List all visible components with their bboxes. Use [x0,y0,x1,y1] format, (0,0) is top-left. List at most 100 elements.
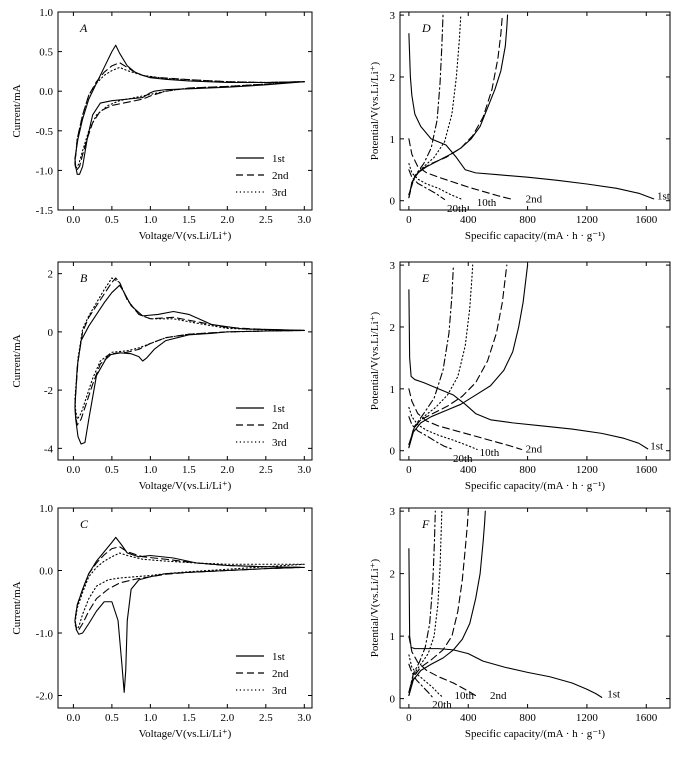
series-line-10th [408,510,443,693]
x-tick-label: 800 [519,214,536,226]
legend-label-2nd: 2nd [272,420,289,432]
series-line-1st [408,510,486,697]
cycle-label-2nd: 2nd [526,444,543,456]
x-tick-label: 800 [519,464,536,476]
series-line-2nd [408,138,514,201]
series-line-1st [408,33,655,200]
x-tick-label: 1200 [576,712,599,724]
y-axis-label: Potential/V(vs.Li/Li⁺) [369,558,381,657]
y-tick-label: -4 [44,443,54,455]
y-tick-label: 1.0 [39,7,53,19]
cycle-label-10th: 10th [480,447,500,459]
x-tick-label: 0.5 [105,712,119,724]
x-tick-label: 1.5 [182,214,196,226]
x-tick-label: 1200 [576,464,599,476]
panel-letter: A [79,21,88,35]
x-tick-label: 0.5 [105,464,119,476]
y-tick-label: -1.5 [36,205,54,217]
panel-a: 0.0 0.5 1.0 1.5 2.0 2.5 3.0 1.0 0.5 0.0 -0.5 -1.0 -1… [11,7,313,242]
legend-label-1st: 1st [272,153,285,165]
cycle-label-10th: 10th [454,690,474,702]
panel-b: 0.0 0.5 1.0 1.5 2.0 2.5 3.0 2 0 -2 -4 Voltage/V(vs.… [11,261,313,492]
series-line-2nd [408,388,523,451]
y-tick-label: 0 [390,694,396,706]
y-tick-label: 2 [390,72,396,84]
plot-frame [399,507,671,709]
cycle-label-2nd: 2nd [490,690,507,702]
x-tick-label: 2.0 [220,712,234,724]
legend-label-1st: 1st [272,651,285,663]
series-line-1st [408,289,649,450]
y-tick-label: -0.5 [36,126,54,138]
x-tick-label: 3.0 [297,712,311,724]
y-tick-label: 1 [390,134,396,146]
x-tick-label: 400 [460,214,477,226]
series-line-2nd [74,546,305,631]
cycle-label-2nd: 2nd [526,194,543,206]
series-line-3rd [74,552,305,631]
panel-c: 0.0 0.5 1.0 1.5 2.0 2.5 3.0 1.0 0.0 -1.0 -2.0 Volta… [11,503,313,740]
legend-label-3rd: 3rd [272,187,287,199]
y-tick-label: 1 [390,631,396,643]
y-axis-label: Potential/V(vs.Li/Li⁺) [369,61,381,160]
x-tick-label: 1600 [635,712,658,724]
series-line-2nd [74,62,305,171]
panel-d: 0 400 800 1200 1600 3 2 1 0 Specific capacity/(mA… [369,10,671,242]
series-line-20th [408,264,454,446]
plot-frame [57,11,313,211]
x-tick-label: 1.0 [143,712,157,724]
series-line-10th [408,654,444,698]
panel-letter: B [80,271,88,285]
y-axis-label: Potential/V(vs.Li/Li⁺) [369,311,381,410]
cycle-label-1st: 1st [650,441,663,453]
x-axis-label: Voltage/V(vs.Li/Li⁺) [139,230,232,242]
x-tick-label: 1200 [576,214,599,226]
series-group [74,277,305,445]
cycle-label-10th: 10th [477,197,497,209]
y-tick-label: 0.5 [39,47,53,59]
x-tick-label: 400 [460,464,477,476]
x-axis-label: Voltage/V(vs.Li/Li⁺) [139,480,232,492]
series-line-20th [408,169,446,201]
series-line-1st [408,14,509,199]
legend-label-2nd: 2nd [272,170,289,182]
y-tick-label: 2 [48,269,54,281]
series-line-20th [408,416,454,451]
x-tick-label: 800 [519,712,536,724]
y-tick-label: -2 [44,385,53,397]
plot-frame [57,261,313,461]
x-tick-label: 1.5 [182,464,196,476]
y-tick-label: 0 [390,196,396,208]
series-line-10th [408,14,462,196]
x-tick-label: 2.0 [220,464,234,476]
series-line-2nd [408,635,480,698]
legend-label-3rd: 3rd [272,437,287,449]
series-line-20th [408,14,444,196]
x-tick-label: 2.5 [259,214,273,226]
plot-frame [57,507,313,709]
cycle-label-20th: 20th [447,203,467,215]
y-tick-label: 0.0 [39,566,53,578]
x-tick-label: 0.0 [67,712,81,724]
y-axis-label: Current/mA [11,581,23,634]
x-tick-label: 0.0 [67,214,81,226]
series-group [408,510,603,698]
x-tick-label: 0.5 [105,214,119,226]
y-tick-label: 0 [48,327,54,339]
legend-label-2nd: 2nd [272,668,289,680]
x-axis-label: Voltage/V(vs.Li/Li⁺) [139,728,232,740]
cycle-label-1st: 1st [657,191,670,203]
cycle-label-1st: 1st [607,689,620,701]
panel-letter: E [421,271,430,285]
y-tick-label: -2.0 [36,691,54,703]
legend-label-1st: 1st [272,403,285,415]
y-tick-label: 1 [390,384,396,396]
y-axis-label: Current/mA [11,334,23,387]
x-tick-label: 2.0 [220,214,234,226]
series-line-1st [74,536,305,693]
series-group [408,14,655,201]
series-line-1st [408,264,529,449]
y-tick-label: 3 [390,260,396,272]
x-axis-label: Specific capacity/(mA · h · g⁻¹) [465,480,605,492]
panel-f: 0 400 800 1200 1600 3 2 1 0 Specific capacity/(mA… [369,506,671,740]
